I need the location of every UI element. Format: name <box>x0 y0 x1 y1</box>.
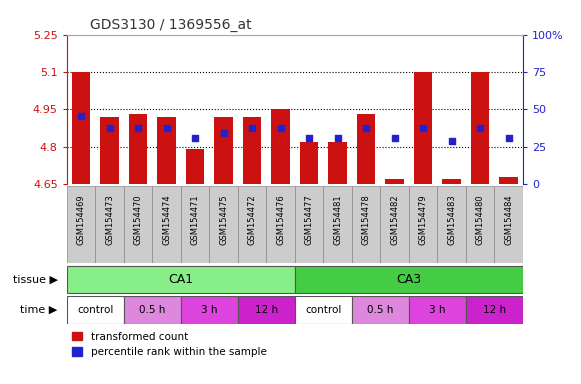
Bar <box>181 296 238 324</box>
Text: 3 h: 3 h <box>201 305 218 315</box>
Text: GSM154471: GSM154471 <box>191 194 200 245</box>
Bar <box>209 186 238 263</box>
Point <box>361 125 371 131</box>
Bar <box>300 142 318 184</box>
Bar <box>124 296 181 324</box>
Bar <box>295 186 324 263</box>
Bar <box>238 186 266 263</box>
Point <box>105 125 114 131</box>
Text: time ▶: time ▶ <box>20 305 58 315</box>
Bar <box>471 72 489 184</box>
Text: GSM154469: GSM154469 <box>77 194 85 245</box>
Point <box>475 125 485 131</box>
Bar <box>72 72 90 184</box>
Bar <box>466 296 523 324</box>
Bar <box>67 296 124 324</box>
Point <box>134 125 143 131</box>
Bar <box>442 179 461 184</box>
Point <box>333 135 342 141</box>
Text: 0.5 h: 0.5 h <box>139 305 166 315</box>
Point <box>276 125 285 131</box>
Bar <box>67 265 295 293</box>
Bar <box>409 186 437 263</box>
Bar <box>437 186 466 263</box>
Text: CA3: CA3 <box>396 273 421 286</box>
Bar <box>266 186 295 263</box>
Bar <box>271 109 290 184</box>
Bar <box>385 179 404 184</box>
Text: GSM154470: GSM154470 <box>134 194 142 245</box>
Text: GSM154475: GSM154475 <box>219 194 228 245</box>
Text: control: control <box>77 305 113 315</box>
Point <box>447 137 456 144</box>
Point <box>191 135 200 141</box>
Point <box>219 130 228 136</box>
Bar <box>152 186 181 263</box>
Text: GSM154479: GSM154479 <box>419 194 428 245</box>
Text: 0.5 h: 0.5 h <box>367 305 393 315</box>
Point <box>504 135 513 141</box>
Bar <box>352 186 381 263</box>
Bar <box>414 72 432 184</box>
Bar <box>352 296 409 324</box>
Point <box>390 135 399 141</box>
Bar <box>186 149 205 184</box>
Bar <box>67 186 95 263</box>
Text: 12 h: 12 h <box>483 305 506 315</box>
Bar <box>243 117 261 184</box>
Bar <box>238 296 295 324</box>
Bar <box>324 186 352 263</box>
Text: control: control <box>305 305 342 315</box>
Bar <box>181 186 209 263</box>
Text: GSM154480: GSM154480 <box>476 194 485 245</box>
Bar <box>357 114 375 184</box>
Text: GDS3130 / 1369556_at: GDS3130 / 1369556_at <box>89 18 251 32</box>
Bar <box>157 117 176 184</box>
Point <box>304 135 314 141</box>
Point <box>418 125 428 131</box>
Text: GSM154478: GSM154478 <box>361 194 371 245</box>
Bar <box>409 296 466 324</box>
Bar <box>95 186 124 263</box>
Bar <box>214 117 233 184</box>
Bar <box>381 186 409 263</box>
Bar <box>295 265 523 293</box>
Bar <box>101 117 119 184</box>
Bar <box>295 296 352 324</box>
Text: GSM154474: GSM154474 <box>162 194 171 245</box>
Text: GSM154482: GSM154482 <box>390 194 399 245</box>
Bar <box>124 186 152 263</box>
Point <box>77 113 86 119</box>
Bar <box>494 186 523 263</box>
Bar <box>466 186 494 263</box>
Text: GSM154472: GSM154472 <box>248 194 257 245</box>
Text: GSM154473: GSM154473 <box>105 194 114 245</box>
Text: 3 h: 3 h <box>429 305 446 315</box>
Text: GSM154484: GSM154484 <box>504 194 513 245</box>
Bar <box>129 114 148 184</box>
Text: GSM154481: GSM154481 <box>333 194 342 245</box>
Text: CA1: CA1 <box>168 273 193 286</box>
Bar <box>328 142 347 184</box>
Text: tissue ▶: tissue ▶ <box>13 274 58 285</box>
Text: GSM154476: GSM154476 <box>276 194 285 245</box>
Point <box>162 125 171 131</box>
Text: GSM154477: GSM154477 <box>304 194 314 245</box>
Text: 12 h: 12 h <box>255 305 278 315</box>
Legend: transformed count, percentile rank within the sample: transformed count, percentile rank withi… <box>72 332 267 357</box>
Text: GSM154483: GSM154483 <box>447 194 456 245</box>
Bar <box>500 177 518 184</box>
Point <box>248 125 257 131</box>
